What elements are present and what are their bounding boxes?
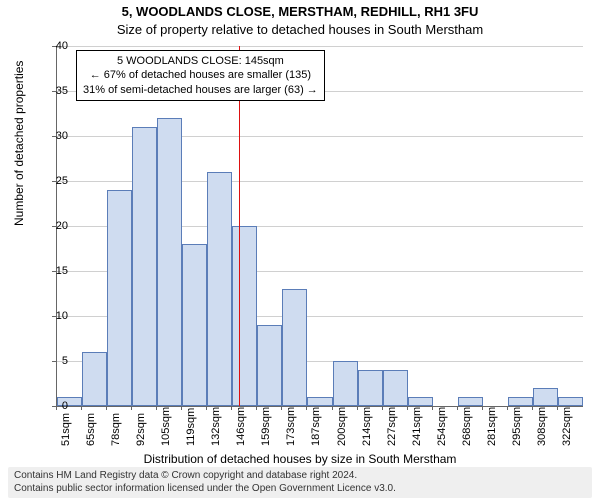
- y-tick-label: 35: [38, 85, 68, 97]
- histogram-bar: [358, 370, 383, 406]
- footer-line1: Contains HM Land Registry data © Crown c…: [14, 470, 586, 483]
- x-tick-label: 105sqm: [160, 407, 172, 446]
- x-tick-label: 322sqm: [561, 407, 573, 446]
- x-tick-label: 200sqm: [336, 407, 348, 446]
- attribution-footer: Contains HM Land Registry data © Crown c…: [8, 467, 592, 498]
- histogram-bar: [107, 190, 132, 406]
- annotation-line: ← 67% of detached houses are smaller (13…: [83, 68, 318, 82]
- x-tick-label: 254sqm: [436, 407, 448, 446]
- histogram-bar: [82, 352, 107, 406]
- x-tick-label: 268sqm: [461, 407, 473, 446]
- chart-title-line1: 5, WOODLANDS CLOSE, MERSTHAM, REDHILL, R…: [0, 4, 600, 19]
- histogram-bar: [508, 397, 533, 406]
- x-tick-label: 92sqm: [135, 413, 147, 446]
- x-tick-label: 241sqm: [411, 407, 423, 446]
- x-tick-label: 227sqm: [386, 407, 398, 446]
- y-tick-label: 5: [38, 355, 68, 367]
- histogram-bar: [533, 388, 558, 406]
- x-tick-label: 308sqm: [536, 407, 548, 446]
- y-tick-label: 0: [38, 400, 68, 412]
- x-tick-label: 159sqm: [260, 407, 272, 446]
- x-axis-label: Distribution of detached houses by size …: [0, 452, 600, 466]
- y-tick-label: 20: [38, 220, 68, 232]
- annotation-box: 5 WOODLANDS CLOSE: 145sqm← 67% of detach…: [76, 50, 325, 101]
- histogram-bar: [157, 118, 182, 406]
- histogram-bar: [307, 397, 332, 406]
- y-tick-label: 25: [38, 175, 68, 187]
- x-tick-label: 173sqm: [285, 407, 297, 446]
- gridline: [57, 46, 583, 47]
- x-tick-label: 214sqm: [361, 407, 373, 446]
- x-tick-label: 51sqm: [60, 413, 72, 446]
- y-tick-label: 10: [38, 310, 68, 322]
- x-tick-label: 146sqm: [235, 407, 247, 446]
- x-tick-label: 187sqm: [310, 407, 322, 446]
- y-tick-label: 15: [38, 265, 68, 277]
- histogram-bar: [458, 397, 483, 406]
- histogram-bar: [282, 289, 307, 406]
- footer-line2: Contains public sector information licen…: [14, 483, 586, 496]
- histogram-bar: [182, 244, 207, 406]
- histogram-bar: [132, 127, 157, 406]
- chart-title-line2: Size of property relative to detached ho…: [0, 22, 600, 37]
- histogram-bar: [257, 325, 282, 406]
- x-tick-label: 78sqm: [110, 413, 122, 446]
- x-tick-label: 295sqm: [511, 407, 523, 446]
- histogram-bar: [383, 370, 408, 406]
- x-tick-label: 132sqm: [210, 407, 222, 446]
- annotation-line: 5 WOODLANDS CLOSE: 145sqm: [83, 54, 318, 68]
- x-tick-label: 281sqm: [486, 407, 498, 446]
- histogram-bar: [408, 397, 433, 406]
- histogram-bar: [333, 361, 358, 406]
- y-tick-label: 40: [38, 40, 68, 52]
- annotation-line: 31% of semi-detached houses are larger (…: [83, 83, 318, 97]
- x-tick-label: 65sqm: [85, 413, 97, 446]
- histogram-bar: [207, 172, 232, 406]
- x-tick-label: 119sqm: [185, 408, 197, 446]
- histogram-bar: [558, 397, 583, 406]
- histogram-bar: [232, 226, 257, 406]
- y-tick-label: 30: [38, 130, 68, 142]
- y-axis-label: Number of detached properties: [12, 61, 26, 226]
